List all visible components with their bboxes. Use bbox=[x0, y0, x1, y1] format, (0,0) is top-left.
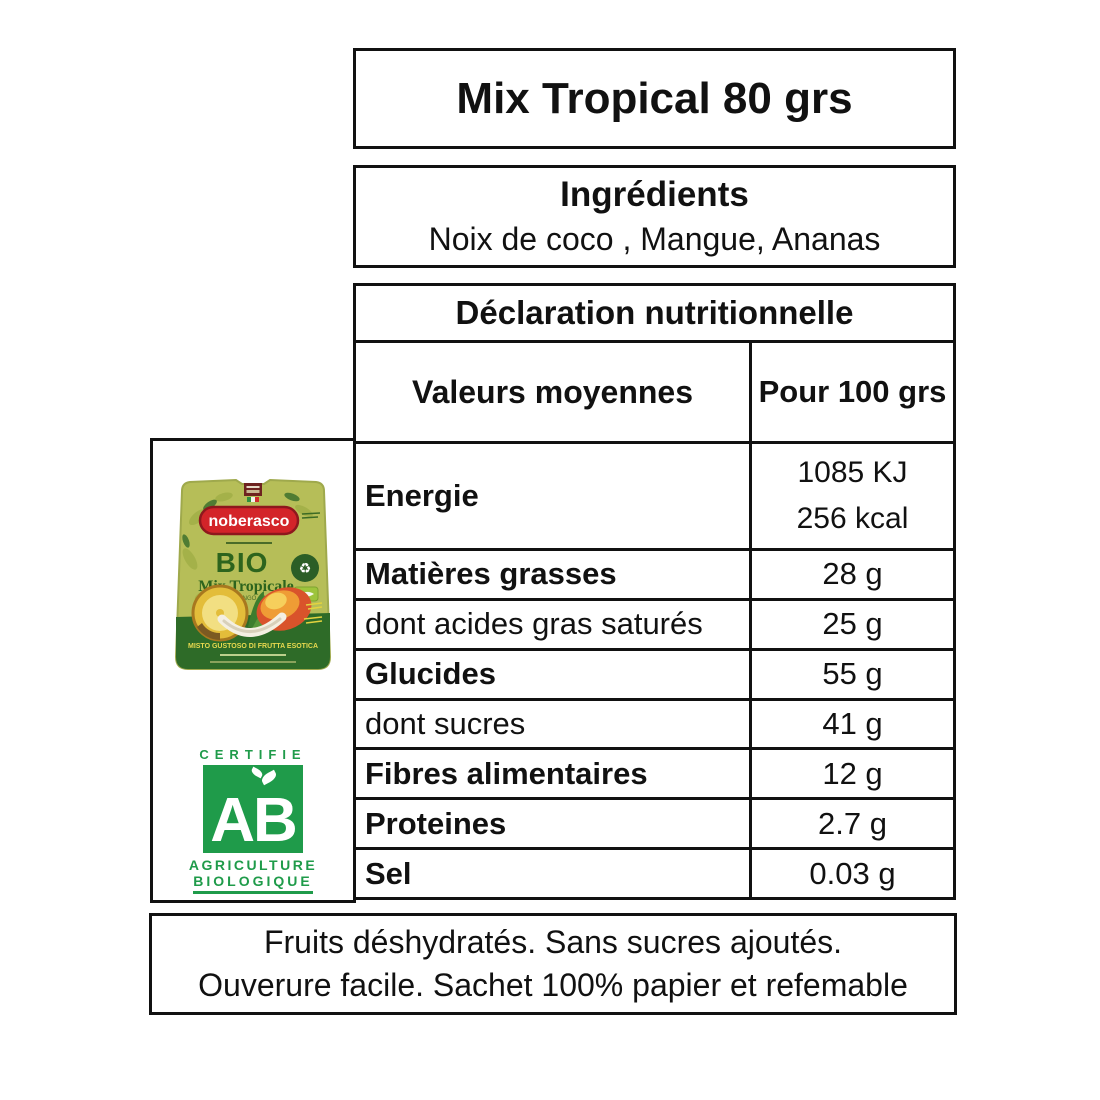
table-row-matieres-grasses: Matières grasses 28 g bbox=[356, 548, 953, 598]
title-box: Mix Tropical 80 grs bbox=[353, 48, 956, 149]
ingredients-heading: Ingrédients bbox=[560, 175, 749, 214]
product-bag-graphic: noberasco BIO Mix Tropicale COCCO, MANGO… bbox=[174, 478, 332, 670]
brand-logo bbox=[198, 505, 300, 536]
coconut-inner-edge bbox=[222, 617, 282, 633]
ab-certification-logo: CERTIFIE AB AGRICULTURE BIOLOGIQUE bbox=[189, 748, 317, 894]
row-label: Matières grasses bbox=[356, 551, 752, 598]
bag-bio-label: BIO bbox=[216, 547, 269, 578]
small-text-marks bbox=[301, 512, 321, 519]
row-value: 12 g bbox=[822, 755, 883, 791]
bag-tagline: MISTO GUSTOSO DI FRUTTA ESOTICA bbox=[188, 643, 318, 650]
ab-acronym: AB bbox=[210, 786, 298, 856]
row-value: 25 g bbox=[822, 606, 883, 642]
row-label: Energie bbox=[356, 444, 752, 548]
mango-graphic bbox=[256, 587, 312, 631]
row-value: 2.7 g bbox=[818, 805, 887, 841]
row-value: 41 g bbox=[822, 706, 883, 741]
footer-box: Fruits déshydratés. Sans sucres ajoutés.… bbox=[149, 913, 957, 1015]
column-header-per-100g: Pour 100 grs bbox=[758, 374, 947, 409]
table-row-sucres: dont sucres 41 g bbox=[356, 697, 953, 748]
table-row-acides-gras-satures: dont acides gras saturés 25 g bbox=[356, 597, 953, 648]
italian-flag-icon bbox=[247, 497, 259, 502]
ab-certified-label: CERTIFIE bbox=[199, 747, 307, 762]
row-value: 1085 KJ 256 kcal bbox=[752, 444, 953, 548]
ab-square-icon: AB bbox=[203, 765, 303, 853]
energy-kcal-value: 256 kcal bbox=[796, 502, 909, 535]
ingredients-list: Noix de coco , Mangue, Ananas bbox=[428, 221, 881, 257]
table-row-energie: Energie 1085 KJ 256 kcal bbox=[356, 441, 953, 548]
footer-line-2: Ouverure facile. Sachet 100% papier et r… bbox=[198, 967, 908, 1003]
row-label: Fibres alimentaires bbox=[356, 750, 752, 798]
nutrition-table-heading: Déclaration nutritionnelle bbox=[455, 294, 854, 331]
energy-kj-value: 1085 KJ bbox=[797, 456, 908, 489]
brand-name: noberasco bbox=[209, 513, 290, 530]
row-value: 28 g bbox=[822, 556, 883, 592]
row-label: dont acides gras saturés bbox=[356, 600, 752, 648]
row-label: dont sucres bbox=[356, 700, 752, 748]
svg-text:♻: ♻ bbox=[299, 560, 312, 576]
row-value: 55 g bbox=[822, 656, 883, 692]
heritage-emblem-icon bbox=[244, 483, 262, 496]
row-label: Sel bbox=[356, 850, 752, 898]
product-image-cell: noberasco BIO Mix Tropicale COCCO, MANGO… bbox=[150, 438, 356, 903]
footer-line-1: Fruits déshydratés. Sans sucres ajoutés. bbox=[263, 924, 843, 960]
table-row-glucides: Glucides 55 g bbox=[356, 647, 953, 698]
ingredients-box: Ingrédients Noix de coco , Mangue, Anana… bbox=[353, 165, 956, 268]
recycle-badge-icon: ♻ bbox=[291, 554, 319, 582]
small-text-marks bbox=[303, 602, 323, 624]
leaf-icon bbox=[259, 769, 279, 786]
product-photo: noberasco BIO Mix Tropicale COCCO, MANGO… bbox=[164, 467, 342, 675]
table-row-sel: Sel 0.03 g bbox=[356, 847, 953, 898]
table-row-proteines: Proteines 2.7 g bbox=[356, 797, 953, 848]
nutrition-table-column-headers: Valeurs moyennes Pour 100 grs bbox=[356, 340, 953, 441]
table-row-fibres: Fibres alimentaires 12 g bbox=[356, 747, 953, 798]
band-small-text-marks bbox=[210, 654, 296, 663]
row-label: Proteines bbox=[356, 800, 752, 848]
ab-agriculture-label: AGRICULTURE bbox=[188, 857, 318, 873]
page-title: Mix Tropical 80 grs bbox=[456, 73, 853, 123]
nutrition-table: Déclaration nutritionnelle Valeurs moyen… bbox=[353, 283, 956, 900]
column-header-average-values: Valeurs moyennes bbox=[356, 343, 752, 441]
row-value: 0.03 g bbox=[809, 855, 896, 891]
bag-sub-label: COCCO, MANGO, ANANAS bbox=[208, 596, 284, 602]
ab-biologique-label: BIOLOGIQUE bbox=[193, 874, 313, 894]
row-label: Glucides bbox=[356, 650, 752, 698]
